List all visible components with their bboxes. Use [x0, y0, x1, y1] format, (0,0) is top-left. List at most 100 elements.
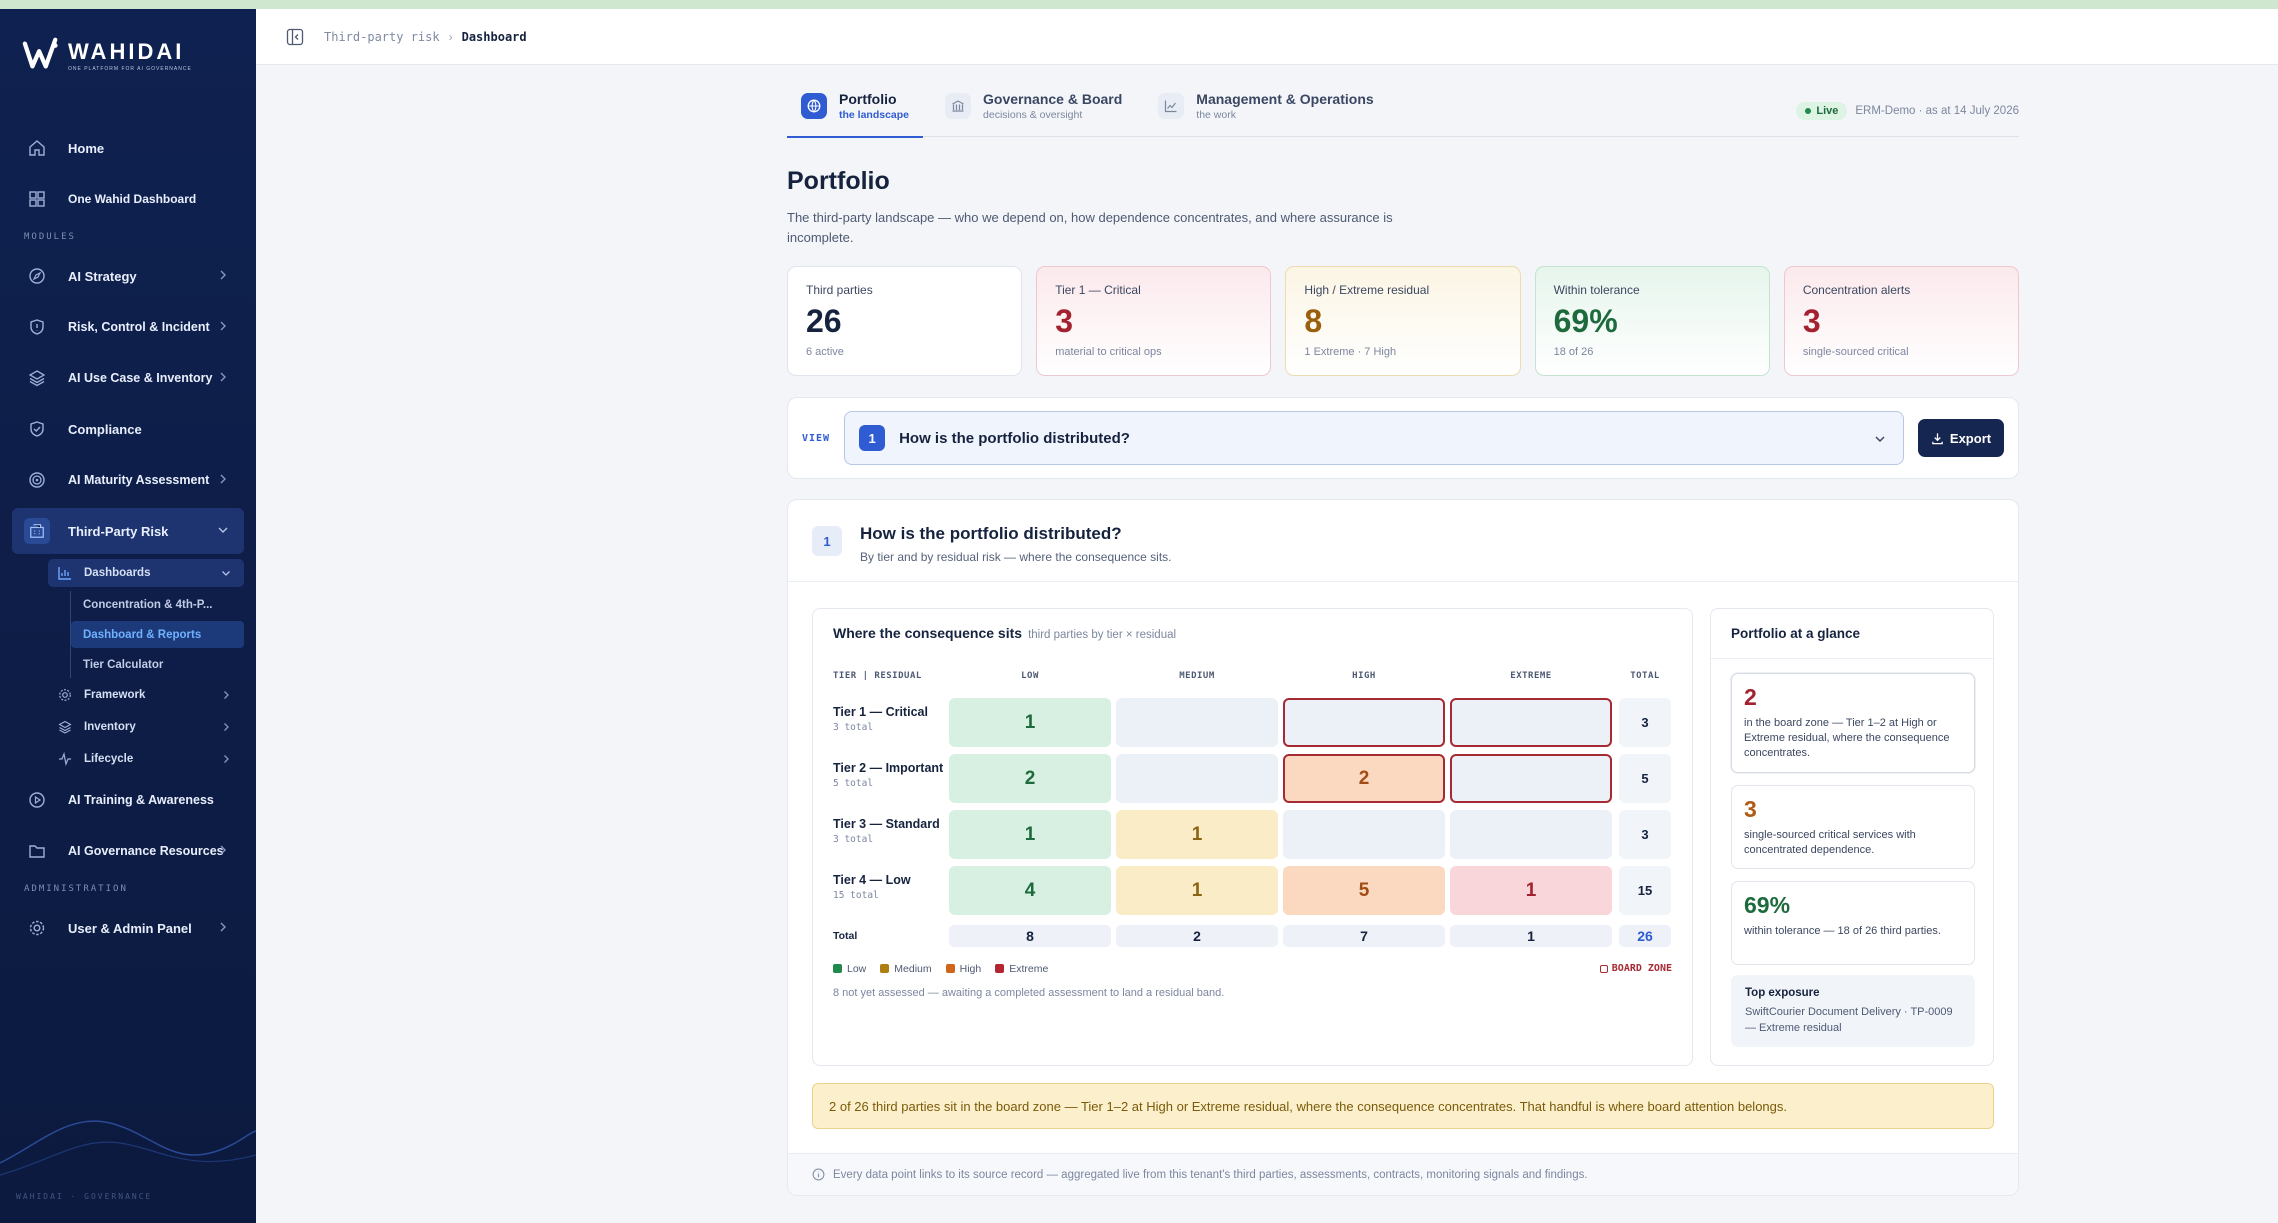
grid-cell[interactable]: 2 — [949, 754, 1111, 803]
chevron-right-icon — [220, 372, 226, 382]
nav-ai-strategy[interactable]: AI Strategy — [12, 253, 244, 299]
glance-item-board-zone[interactable]: 2 in the board zone — Tier 1–2 at High o… — [1731, 673, 1975, 773]
link-concentration[interactable]: Concentration & 4th-P... — [83, 598, 213, 611]
nav-compliance[interactable]: Compliance — [12, 406, 244, 452]
grid-cell[interactable]: 2 — [1283, 754, 1445, 803]
decorative-wave — [0, 1120, 256, 1176]
brand-logo[interactable]: WAHIDAI ONE PLATFORM FOR AI GOVERNANCE — [22, 35, 192, 75]
grid-totals-label: Total — [833, 930, 858, 942]
grid-col-header-extreme: EXTREME — [1510, 671, 1552, 681]
grid-cell[interactable] — [1116, 698, 1278, 747]
sub-framework[interactable]: Framework — [48, 681, 244, 709]
grid-cell[interactable] — [1116, 754, 1278, 803]
nav-one-wahid-label: One Wahid Dashboard — [68, 192, 197, 206]
sub-dashboards[interactable]: Dashboards — [48, 559, 244, 587]
glance-item-within-tolerance[interactable]: 69% within tolerance — 18 of 26 third pa… — [1731, 881, 1975, 965]
export-label: Export — [1949, 430, 1992, 446]
nav-home[interactable]: Home — [12, 125, 244, 171]
nav-ai-governance-resources[interactable]: AI Governance Resources — [12, 828, 244, 874]
download-icon — [1932, 432, 1943, 444]
brand-name: WAHIDAI — [68, 38, 185, 64]
grid-cell[interactable] — [1283, 698, 1445, 747]
chevron-right-icon — [220, 270, 226, 280]
grid-cell[interactable] — [1283, 810, 1445, 859]
tab-governance-label: Governance & Board — [983, 91, 1123, 107]
as-at-label: ERM-Demo · as at 14 July 2026 — [1855, 105, 2019, 117]
sub-lifecycle[interactable]: Lifecycle — [48, 745, 244, 773]
board-zone-swatch-icon — [1599, 964, 1608, 973]
row-label-text: Tier 1 — Critical — [833, 705, 928, 719]
tab-management-operations[interactable]: Management & Operations the work — [1144, 75, 1387, 137]
kpi-label: Tier 1 — Critical — [1055, 283, 1141, 297]
top-accent-bar — [0, 0, 2278, 9]
chevron-right-icon — [220, 922, 226, 932]
link-tier-calculator[interactable]: Tier Calculator — [83, 658, 164, 671]
nav-ai-maturity-assessment[interactable]: AI Maturity Assessment — [12, 457, 244, 503]
nav-risk-control-incident[interactable]: Risk, Control & Incident — [12, 304, 244, 350]
grid-icon — [28, 190, 46, 208]
grid-cell[interactable]: 1 — [1116, 810, 1278, 859]
grid-cell[interactable]: 1 — [1116, 866, 1278, 915]
row-label-sub: 15 total — [833, 890, 879, 901]
kpi-tier1-critical[interactable]: Tier 1 — Critical 3 material to critical… — [1036, 266, 1272, 376]
grid-cell[interactable] — [1450, 810, 1612, 859]
info-icon — [812, 1168, 825, 1181]
nav-ai-training[interactable]: AI Training & Awareness — [12, 777, 244, 823]
chevron-right-icon — [220, 474, 226, 484]
page-description: The third-party landscape — who we depen… — [787, 210, 1393, 245]
kpi-high-extreme-residual[interactable]: High / Extreme residual 8 1 Extreme · 7 … — [1285, 266, 1521, 376]
export-button[interactable]: Export — [1918, 419, 2004, 457]
grid-note: 8 not yet assessed — awaiting a complete… — [833, 987, 1225, 999]
grid-cell[interactable]: 1 — [1450, 866, 1612, 915]
view-select[interactable]: 1 How is the portfolio distributed? — [844, 411, 1904, 465]
building-icon — [945, 93, 972, 119]
glance-value: 69% — [1744, 892, 1791, 918]
grid-cell[interactable]: 1 — [949, 810, 1111, 859]
kpi-sub: material to critical ops — [1055, 346, 1162, 358]
legend-label: High — [959, 963, 982, 975]
grid-cell[interactable] — [1450, 754, 1612, 803]
grid-title-sub: third parties by tier × residual — [1028, 629, 1177, 641]
chevron-down-icon — [222, 571, 230, 576]
glance-value: 3 — [1744, 796, 1757, 822]
link-dashboard-reports[interactable]: Dashboard & Reports — [71, 621, 244, 648]
legend-item-extreme: Extreme — [995, 963, 1048, 975]
nav-user-admin-panel[interactable]: User & Admin Panel — [12, 905, 244, 951]
grid-cell[interactable]: 1 — [949, 698, 1111, 747]
sidebar-toggle-icon[interactable] — [286, 28, 304, 46]
glance-text: single-sourced critical services with co… — [1744, 829, 1916, 856]
gear-icon — [58, 688, 72, 702]
grid-row-total: 5 — [1619, 754, 1671, 803]
tab-governance-board[interactable]: Governance & Board decisions & oversight — [931, 75, 1136, 137]
activity-icon — [58, 752, 72, 766]
tab-portfolio[interactable]: Portfolio the landscape — [787, 75, 924, 138]
top-bar: Third-party risk › Dashboard — [256, 9, 2278, 65]
live-label: Live — [1816, 105, 1839, 117]
kpi-concentration-alerts[interactable]: Concentration alerts 3 single-sourced cr… — [1783, 266, 2020, 376]
grid-col-total: 7 — [1283, 925, 1445, 947]
grid-col-total: 8 — [949, 925, 1111, 947]
row-label-sub: 3 total — [833, 834, 874, 845]
grid-cell[interactable] — [1450, 698, 1612, 747]
panel-footer: Every data point links to its source rec… — [788, 1153, 2018, 1195]
tpr-submenu: Dashboards Concentration & 4th-P... Dash… — [48, 559, 244, 773]
layers-icon — [28, 369, 46, 387]
brand-tagline: ONE PLATFORM FOR AI GOVERNANCE — [68, 65, 192, 72]
kpi-third-parties[interactable]: Third parties 26 6 active — [787, 266, 1023, 376]
top-exposure-box[interactable]: Top exposure SwiftCourier Document Deliv… — [1731, 975, 1975, 1047]
compass-icon — [28, 267, 46, 285]
grid-col-total: 1 — [1450, 925, 1612, 947]
breadcrumb-parent[interactable]: Third-party risk — [324, 29, 440, 44]
row-label-text: Tier 4 — Low — [833, 873, 911, 887]
kpi-sub: 18 of 26 — [1553, 346, 1594, 358]
grid-cell[interactable]: 5 — [1283, 866, 1445, 915]
nav-one-wahid-dashboard[interactable]: One Wahid Dashboard — [12, 176, 244, 222]
nav-third-party-risk[interactable]: Third-Party Risk — [12, 508, 244, 554]
board-zone-legend: BOARD ZONE — [1599, 963, 1672, 974]
glance-item-single-sourced[interactable]: 3 single-sourced critical services with … — [1731, 785, 1975, 869]
sub-inventory-label: Inventory — [84, 721, 136, 733]
sub-inventory[interactable]: Inventory — [48, 713, 244, 741]
grid-cell[interactable]: 4 — [949, 866, 1111, 915]
kpi-within-tolerance[interactable]: Within tolerance 69% 18 of 26 — [1534, 266, 1770, 376]
nav-ai-use-case-inventory[interactable]: AI Use Case & Inventory — [12, 355, 244, 401]
